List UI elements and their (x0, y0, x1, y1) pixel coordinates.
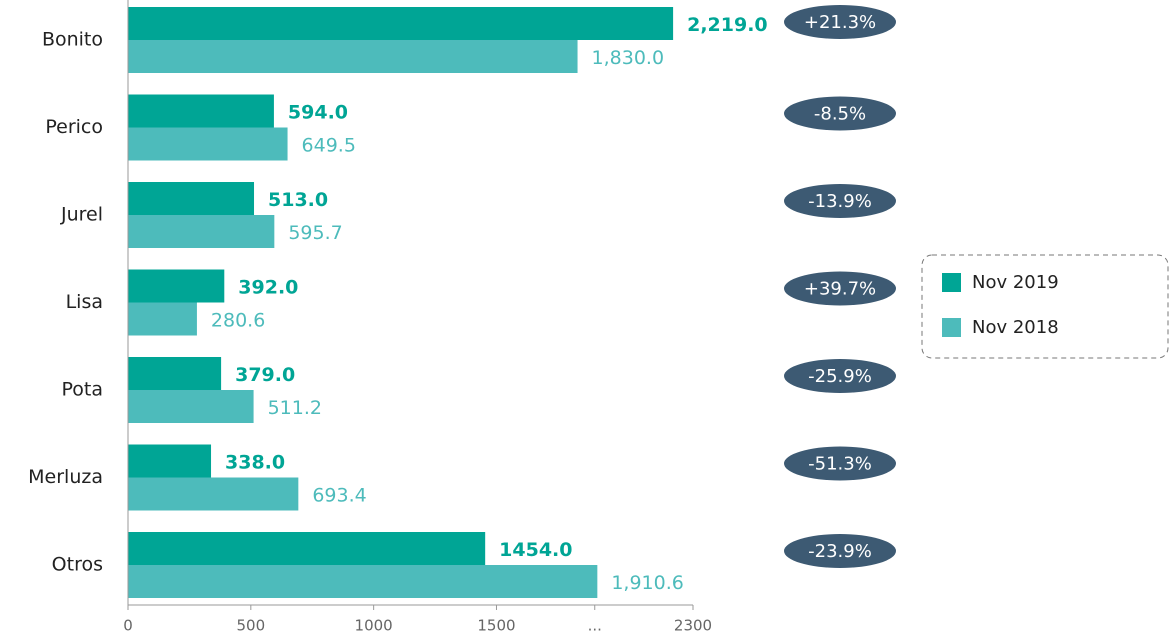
category-label: Otros (52, 554, 103, 576)
data-label: 649.5 (302, 135, 356, 157)
change-label: -8.5% (814, 104, 866, 125)
change-badge (784, 446, 896, 481)
x-tick-label: 1000 (355, 617, 393, 635)
change-label: -25.9% (808, 366, 872, 387)
change-badge (784, 184, 896, 218)
change-label: +21.3% (804, 12, 876, 33)
bar (128, 357, 222, 390)
data-label: 1,830.0 (592, 47, 665, 69)
bar (128, 215, 275, 248)
change-label: +39.7% (804, 279, 876, 300)
category-label: Bonito (42, 29, 103, 51)
legend-label: Nov 2018 (972, 317, 1059, 338)
bar (128, 532, 486, 565)
category-label: Pota (62, 379, 104, 401)
bar (128, 94, 274, 128)
data-label: 280.6 (211, 310, 265, 332)
data-label: 1,910.6 (611, 572, 684, 594)
legend-label: Nov 2019 (972, 272, 1059, 293)
bar (128, 302, 197, 336)
data-label: 513.0 (268, 189, 328, 211)
change-label: -51.3% (808, 454, 872, 475)
data-label: 1454.0 (499, 539, 572, 561)
data-label: 392.0 (238, 277, 298, 299)
bar (128, 390, 254, 423)
x-tick-label: ... (588, 617, 602, 635)
change-label: -23.9% (808, 541, 872, 562)
data-label: 511.2 (268, 397, 322, 419)
bar (128, 40, 578, 73)
legend-box (921, 254, 1169, 359)
category-label: Jurel (60, 204, 103, 226)
x-tick-label: 2300 (674, 617, 712, 635)
data-label: 594.0 (288, 102, 348, 124)
x-tick-label: 1500 (477, 617, 515, 635)
change-badge (784, 96, 896, 131)
category-label: Lisa (66, 291, 103, 313)
bar (128, 127, 288, 161)
change-badge (784, 5, 896, 39)
x-tick-label: 0 (123, 617, 133, 635)
data-label: 693.4 (312, 485, 366, 507)
legend-swatch (942, 273, 961, 292)
bar (128, 7, 674, 40)
change-badge (784, 534, 896, 568)
change-badge (784, 271, 896, 306)
category-label: Merluza (28, 466, 103, 488)
change-label: -13.9% (808, 191, 872, 212)
x-tick-label: 500 (237, 617, 266, 635)
data-label: 595.7 (288, 222, 342, 244)
legend-swatch (942, 318, 961, 337)
bar (128, 444, 212, 478)
bar (128, 477, 299, 511)
bar (128, 269, 225, 303)
data-label: 2,219.0 (687, 14, 768, 36)
data-label: 338.0 (225, 452, 285, 474)
data-label: 379.0 (235, 364, 295, 386)
bar (128, 565, 598, 598)
change-badge (784, 359, 896, 393)
bar (128, 182, 255, 215)
category-label: Perico (45, 116, 103, 138)
